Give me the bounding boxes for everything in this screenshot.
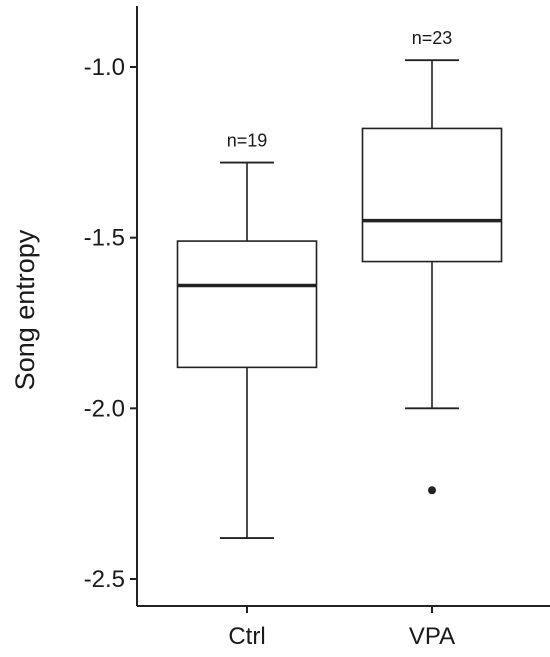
axes: -1.0 -1.5 -2.0 -2.5 Ctrl VPA [84, 6, 550, 650]
y-tick-label: -1.0 [84, 54, 125, 81]
y-tick-label: -1.5 [84, 225, 125, 252]
iqr-box [176, 240, 318, 369]
sample-size-label: n=19 [227, 131, 268, 151]
iqr-box [361, 127, 503, 263]
box-group-vpa: n=23 [361, 28, 503, 495]
x-tick-label: VPA [409, 623, 455, 650]
y-tick-label: -2.0 [84, 395, 125, 422]
boxes: n=19 n=23 [176, 28, 503, 539]
box-group-ctrl: n=19 [176, 131, 318, 539]
y-tick-label: -2.5 [84, 566, 125, 593]
y-axis-label: Song entropy [10, 229, 40, 390]
sample-size-label: n=23 [412, 28, 453, 48]
x-tick-label: Ctrl [228, 623, 265, 650]
outlier-point [428, 486, 436, 495]
